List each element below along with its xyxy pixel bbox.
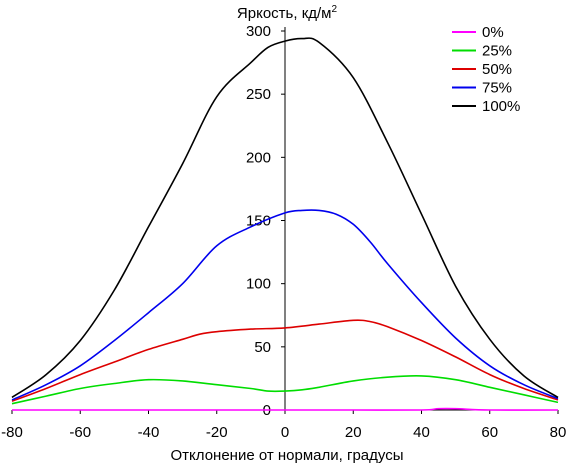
series-layer [11, 37, 559, 411]
legend-label: 25% [482, 43, 512, 60]
series-line-2 [11, 319, 559, 402]
y-tick-label: 200 [246, 149, 271, 166]
y-tick-label: 300 [246, 23, 271, 40]
x-tick-label: -80 [1, 424, 23, 441]
legend-label: 0% [482, 24, 504, 41]
series-line-1 [11, 375, 559, 405]
x-tick-label: -60 [69, 424, 91, 441]
y-tick-label: 100 [246, 276, 271, 293]
x-tick-label: 40 [413, 424, 430, 441]
legend-label: 50% [482, 61, 512, 78]
x-tick-label: 0 [281, 424, 289, 441]
x-tick-label: 80 [550, 424, 567, 441]
x-tick-label: 60 [481, 424, 498, 441]
series-line-3 [11, 209, 559, 401]
legend-label: 100% [482, 98, 520, 115]
legend: 0% 25%50% 75%100% [452, 24, 520, 115]
x-tick-label: -40 [138, 424, 160, 441]
x-tick-label: -20 [206, 424, 228, 441]
y-tick-label: 50 [254, 339, 271, 356]
y-axis-title: Яркость, кд/м2 [237, 4, 338, 22]
series-line-0 [12, 407, 559, 411]
series-line-4 [11, 37, 559, 399]
y-tick-label: 250 [246, 86, 271, 103]
y-tick-label: 150 [246, 213, 271, 230]
x-axis-title: Отклонение от нормали, градусы [171, 447, 404, 464]
x-tick-label: 20 [345, 424, 362, 441]
x-axis: -80 -60 -40 -20 0 20 40 60 80 [1, 409, 567, 441]
legend-label: 75% [482, 80, 512, 97]
